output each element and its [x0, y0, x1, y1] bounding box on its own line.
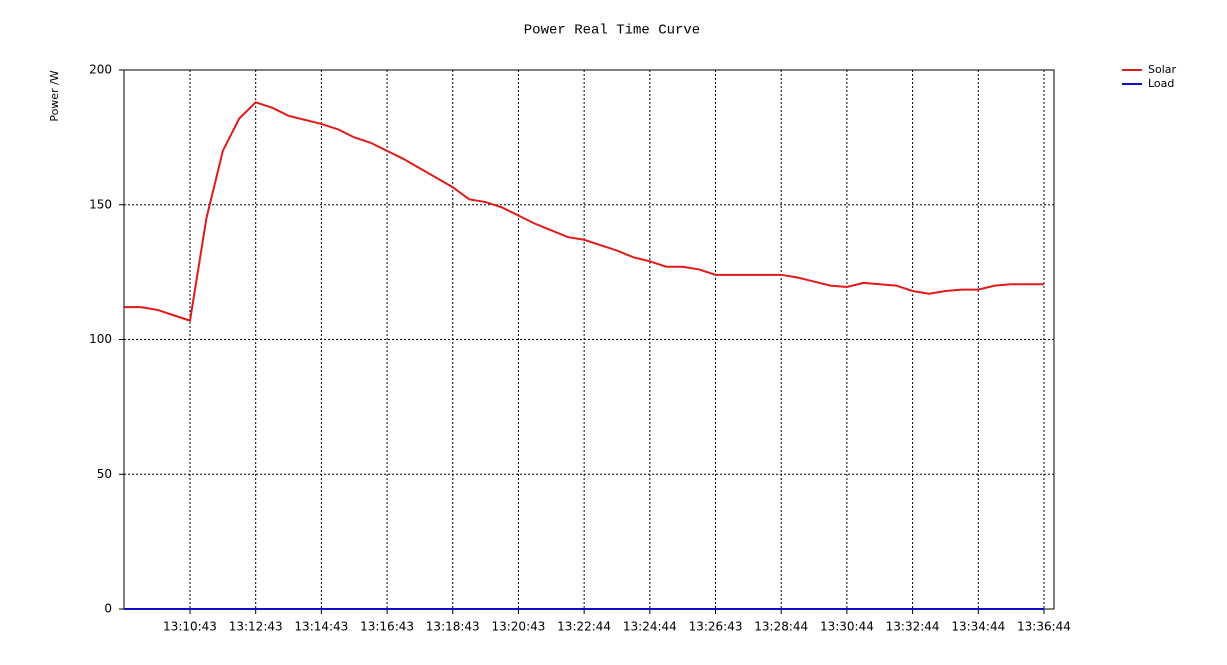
legend-label: Load: [1148, 77, 1174, 90]
x-tick-label: 13:18:43: [426, 620, 480, 634]
x-tick-label: 13:30:44: [820, 620, 874, 634]
x-tick-label: 13:16:43: [360, 620, 414, 634]
x-tick-label: 13:24:44: [623, 620, 677, 634]
x-tick-label: 13:12:43: [229, 620, 283, 634]
x-tick-label: 13:28:44: [754, 620, 808, 634]
x-tick-label: 13:22:44: [557, 620, 611, 634]
x-tick-label: 13:20:43: [491, 620, 545, 634]
x-tick-label: 13:36:44: [1017, 620, 1071, 634]
series-line: [124, 101, 1044, 322]
y-tick-label: 50: [97, 467, 112, 481]
y-tick-label: 0: [104, 602, 112, 616]
legend-label: Solar: [1148, 63, 1177, 76]
x-tick-label: 13:26:43: [689, 620, 743, 634]
chart-title: Power Real Time Curve: [524, 23, 700, 39]
y-tick-label: 100: [89, 332, 112, 346]
x-tick-label: 13:32:44: [886, 620, 940, 634]
y-tick-label: 150: [89, 197, 112, 211]
y-tick-label: 200: [89, 63, 112, 77]
x-tick-label: 13:34:44: [951, 620, 1005, 634]
x-tick-label: 13:14:43: [294, 620, 348, 634]
y-axis-label: Power /W: [48, 70, 61, 121]
x-tick-label: 13:10:43: [163, 620, 217, 634]
